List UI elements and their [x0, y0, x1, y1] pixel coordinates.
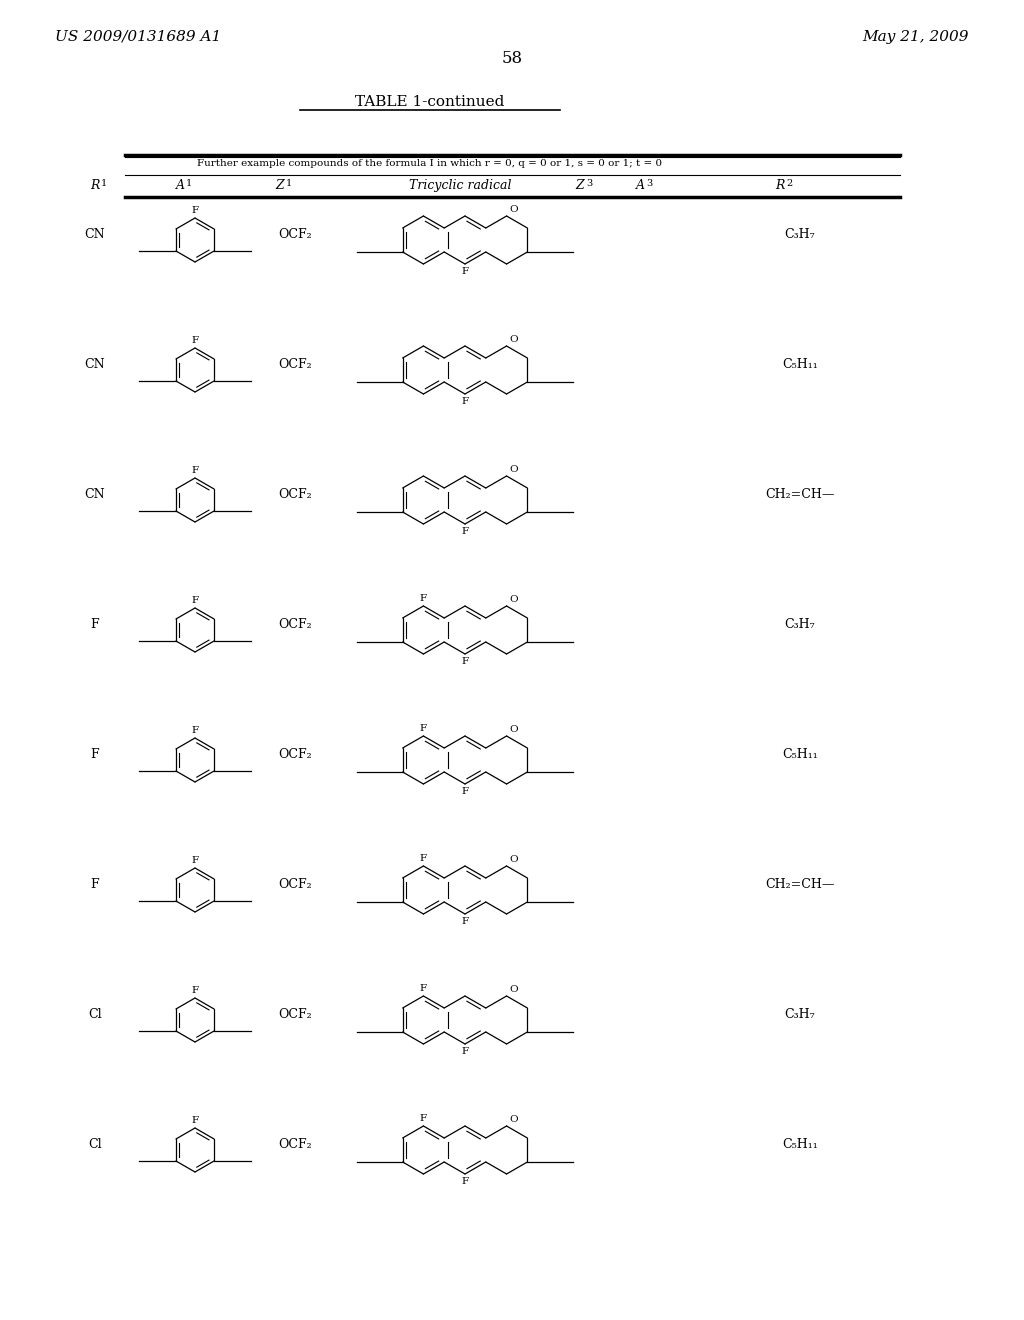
Text: OCF₂: OCF₂ [279, 359, 312, 371]
Text: C₃H₇: C₃H₇ [784, 619, 815, 631]
Text: OCF₂: OCF₂ [279, 1008, 312, 1022]
Text: O: O [510, 465, 518, 474]
Text: F: F [420, 983, 427, 993]
Text: CH₂=CH—: CH₂=CH— [765, 879, 835, 891]
Text: F: F [91, 619, 99, 631]
Text: F: F [420, 594, 427, 603]
Text: F: F [462, 1047, 469, 1056]
Text: OCF₂: OCF₂ [279, 748, 312, 762]
Text: O: O [510, 595, 518, 605]
Text: C₅H₁₁: C₅H₁₁ [782, 748, 818, 762]
Text: CN: CN [85, 228, 105, 242]
Text: TABLE 1-continued: TABLE 1-continued [355, 95, 505, 110]
Text: F: F [191, 1115, 199, 1125]
Text: 1: 1 [186, 180, 193, 187]
Text: Cl: Cl [88, 1008, 101, 1022]
Text: F: F [191, 597, 199, 605]
Text: F: F [462, 917, 469, 927]
Text: Z: Z [575, 180, 585, 191]
Text: OCF₂: OCF₂ [279, 488, 312, 502]
Text: R: R [775, 180, 784, 191]
Text: F: F [462, 267, 469, 276]
Text: A: A [636, 180, 644, 191]
Text: F: F [462, 527, 469, 536]
Text: O: O [510, 335, 518, 345]
Text: F: F [91, 748, 99, 762]
Text: F: F [420, 854, 427, 863]
Text: O: O [510, 985, 518, 994]
Text: 2: 2 [786, 180, 793, 187]
Text: 58: 58 [502, 50, 522, 67]
Text: F: F [462, 397, 469, 407]
Text: Cl: Cl [88, 1138, 101, 1151]
Text: F: F [420, 723, 427, 733]
Text: CN: CN [85, 488, 105, 502]
Text: F: F [191, 466, 199, 475]
Text: C₃H₇: C₃H₇ [784, 1008, 815, 1022]
Text: OCF₂: OCF₂ [279, 879, 312, 891]
Text: F: F [462, 657, 469, 667]
Text: O: O [510, 205, 518, 214]
Text: Tricyclic radical: Tricyclic radical [409, 180, 511, 191]
Text: OCF₂: OCF₂ [279, 228, 312, 242]
Text: C₅H₁₁: C₅H₁₁ [782, 1138, 818, 1151]
Text: 3: 3 [646, 180, 652, 187]
Text: F: F [462, 1177, 469, 1185]
Text: 1: 1 [101, 180, 108, 187]
Text: A: A [175, 180, 184, 191]
Text: C₃H₇: C₃H₇ [784, 228, 815, 242]
Text: Z: Z [275, 180, 285, 191]
Text: F: F [191, 206, 199, 215]
Text: CH₂=CH—: CH₂=CH— [765, 488, 835, 502]
Text: F: F [191, 855, 199, 865]
Text: 3: 3 [586, 180, 592, 187]
Text: 1: 1 [286, 180, 292, 187]
Text: F: F [191, 986, 199, 995]
Text: OCF₂: OCF₂ [279, 1138, 312, 1151]
Text: May 21, 2009: May 21, 2009 [862, 30, 969, 44]
Text: F: F [420, 1114, 427, 1123]
Text: F: F [191, 726, 199, 735]
Text: O: O [510, 1115, 518, 1125]
Text: O: O [510, 855, 518, 865]
Text: O: O [510, 725, 518, 734]
Text: US 2009/0131689 A1: US 2009/0131689 A1 [55, 30, 221, 44]
Text: F: F [462, 787, 469, 796]
Text: F: F [191, 337, 199, 345]
Text: Further example compounds of the formula I in which r = 0, q = 0 or 1, s = 0 or : Further example compounds of the formula… [198, 158, 663, 168]
Text: F: F [91, 879, 99, 891]
Text: C₅H₁₁: C₅H₁₁ [782, 359, 818, 371]
Text: CN: CN [85, 359, 105, 371]
Text: R: R [90, 180, 99, 191]
Text: OCF₂: OCF₂ [279, 619, 312, 631]
